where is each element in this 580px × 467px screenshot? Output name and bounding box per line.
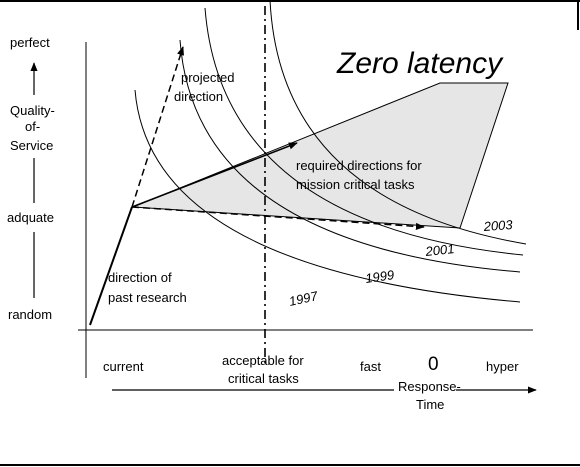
y-axis-label-line3: Service: [10, 138, 53, 153]
y-level-perfect: perfect: [10, 35, 50, 50]
curve-label-1999: 1999: [364, 267, 395, 286]
diagram-title: Zero latency: [336, 47, 504, 80]
projected-direction-arrow: [131, 46, 184, 208]
projected-direction-label-line1: projected: [181, 70, 234, 85]
past-research-label-line1: direction of: [108, 270, 172, 285]
x-category-acceptable-line1: acceptable for: [222, 353, 304, 368]
curve-2003: [269, 0, 527, 245]
past-research-arrow: [89, 206, 133, 326]
required-upper-arrow: [131, 142, 298, 208]
curve-1997: [134, 89, 521, 303]
required-directions-label-line1: required directions for: [296, 158, 422, 173]
x-category-current: current: [103, 359, 144, 374]
y-axis-label-line2: of-: [25, 119, 40, 134]
curve-label-2003: 2003: [482, 217, 514, 234]
x-axis-label-line1: Response-: [398, 379, 461, 394]
past-research-label-line2: past research: [108, 290, 187, 305]
y-level-random: random: [8, 307, 52, 322]
curve-label-1997: 1997: [288, 288, 320, 309]
x-category-acceptable-line2: critical tasks: [228, 371, 299, 386]
y-axis-label-line1: Quality-: [10, 103, 55, 118]
x-category-hyper: hyper: [486, 359, 519, 374]
curve-2001: [204, 7, 524, 256]
y-level-adquate: adquate: [7, 210, 54, 225]
curve-label-2001: 2001: [424, 241, 455, 259]
x-category-zero: 0: [428, 354, 439, 375]
projected-direction-label-line2: direction: [174, 89, 223, 104]
required-directions-region: [132, 82, 509, 229]
required-lower-arrow: [131, 206, 425, 231]
x-category-fast: fast: [360, 359, 381, 374]
curve-1999: [179, 39, 521, 273]
x-axis-label-line2: Time: [416, 397, 444, 412]
required-directions-label-line2: mission critical tasks: [296, 177, 415, 192]
